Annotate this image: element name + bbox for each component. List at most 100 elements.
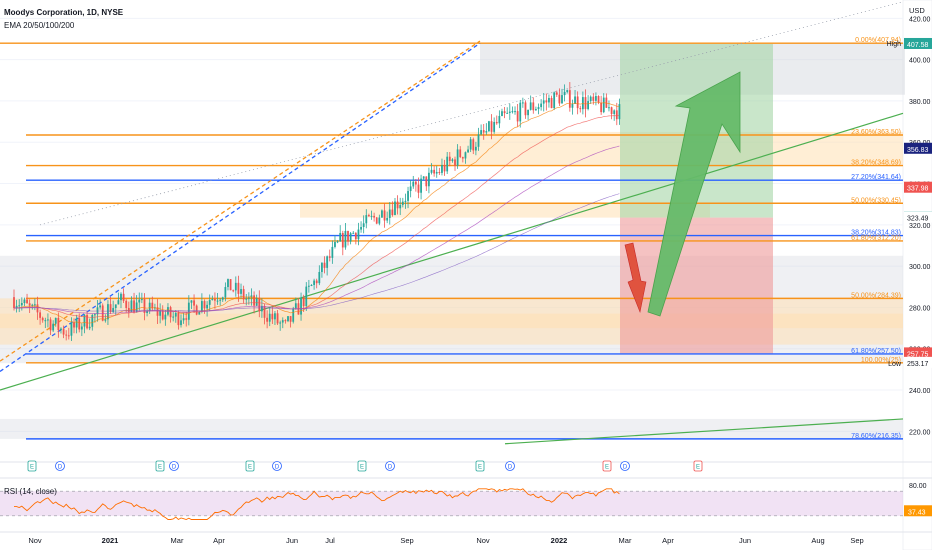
candle-body	[394, 201, 396, 216]
candle-body	[555, 92, 558, 95]
candle-body	[495, 121, 498, 124]
candle-body	[474, 146, 477, 151]
time-axis: Nov 2021 Mar Apr Jun Jul Sep Nov 2022 Mar Apr Jun Au…	[0, 531, 932, 545]
candle-body	[461, 157, 464, 159]
candle-body	[99, 305, 102, 308]
candle-body	[414, 181, 417, 185]
price-label-note: Low	[888, 361, 902, 368]
candle-body	[36, 304, 39, 313]
candle-body	[104, 319, 107, 321]
candle-body	[313, 280, 315, 285]
fib-label: 50.00%(284.39)	[851, 292, 901, 299]
candle-body	[558, 94, 561, 104]
time-tick: Mar	[171, 536, 184, 545]
event-marker-label: E	[478, 465, 482, 471]
price-tick: 220.00	[909, 429, 931, 436]
price-label-note: High	[887, 41, 902, 48]
ema-line	[13, 145, 620, 314]
candle-body	[23, 299, 26, 304]
candle-body	[401, 201, 404, 205]
candle-body	[381, 210, 383, 218]
candle-body	[519, 102, 522, 122]
price-tick: 380.00	[909, 99, 931, 106]
candle-body	[214, 299, 216, 301]
earnings-marker	[602, 460, 612, 472]
rsi-tick: 80.00	[909, 483, 927, 490]
price-label: 253.17	[907, 361, 929, 368]
price-label-bg	[904, 37, 932, 49]
candle-body	[352, 232, 355, 234]
candle-body	[482, 130, 485, 133]
candle-body	[493, 121, 496, 132]
candle-body	[159, 310, 162, 316]
candle-body	[133, 300, 135, 313]
candle-body	[195, 305, 198, 315]
candle-body	[336, 241, 339, 243]
candle-body	[143, 299, 146, 314]
candle-body	[180, 320, 182, 326]
candle-body	[127, 307, 130, 312]
fib-label: 50.00%(330.45)	[851, 197, 901, 204]
candle-body	[360, 226, 362, 230]
candle-body	[537, 107, 540, 110]
rsi-value-bg	[904, 505, 932, 517]
time-tick: Apr	[662, 536, 674, 545]
time-tick: Sep	[400, 536, 413, 545]
candle-body	[490, 121, 493, 132]
candle-body	[545, 100, 548, 103]
candle-body	[326, 256, 329, 268]
candle-body	[362, 223, 365, 227]
up-arrow	[647, 71, 741, 317]
chart-title[interactable]: Moodys Corporation, 1D, NYSE	[4, 8, 124, 17]
candle-body	[54, 317, 57, 324]
candle-body	[261, 305, 263, 312]
candle-body	[367, 215, 370, 217]
candle-body	[174, 312, 177, 317]
candle-body	[456, 149, 459, 166]
event-marker-label: E	[360, 465, 364, 471]
earnings-marker	[475, 460, 485, 472]
candle-body	[187, 302, 190, 320]
candle-body	[107, 304, 109, 320]
candle-body	[49, 319, 52, 331]
candle-body	[57, 317, 60, 331]
indicator-label[interactable]: EMA 20/50/100/200	[4, 21, 75, 30]
candle-body	[294, 303, 297, 309]
blue-dashed-channel	[0, 42, 481, 372]
candle-body	[328, 256, 331, 258]
candle-body	[18, 305, 21, 307]
candle-body	[274, 313, 276, 320]
time-tick: 2021	[102, 536, 119, 545]
candle-body	[203, 301, 206, 309]
event-marker-label: D	[388, 465, 393, 471]
candle-body	[404, 200, 407, 202]
candle-body	[250, 295, 253, 298]
fib-label: 38.20%(314.83)	[851, 230, 901, 237]
rsi-pane: RSI (14, close) 80.00 37.43	[0, 483, 932, 521]
candle-body	[365, 215, 368, 224]
price-tick: 240.00	[909, 388, 931, 395]
price-tick: 280.00	[909, 305, 931, 312]
candle-body	[550, 97, 553, 109]
candle-body	[597, 96, 600, 103]
earnings-marker	[155, 460, 165, 472]
dotted-extension	[39, 1, 904, 226]
candle-body	[206, 304, 209, 309]
candle-body	[91, 315, 94, 327]
price-tick: 300.00	[909, 264, 931, 271]
candle-body	[13, 297, 15, 309]
orange-dashed-channel	[0, 40, 481, 362]
candle-body	[253, 295, 255, 306]
candle-body	[60, 328, 62, 331]
candle-body	[130, 300, 133, 312]
fib-label: 27.20%(341.64)	[851, 174, 901, 181]
candle-body	[41, 317, 44, 321]
candle-body	[370, 215, 373, 217]
candle-body	[120, 293, 122, 301]
candle-body	[62, 328, 65, 335]
fib-label: 100.00%(25)	[861, 357, 901, 364]
candle-body	[501, 111, 503, 116]
candle-body	[477, 134, 480, 147]
dividend-marker	[272, 461, 282, 471]
